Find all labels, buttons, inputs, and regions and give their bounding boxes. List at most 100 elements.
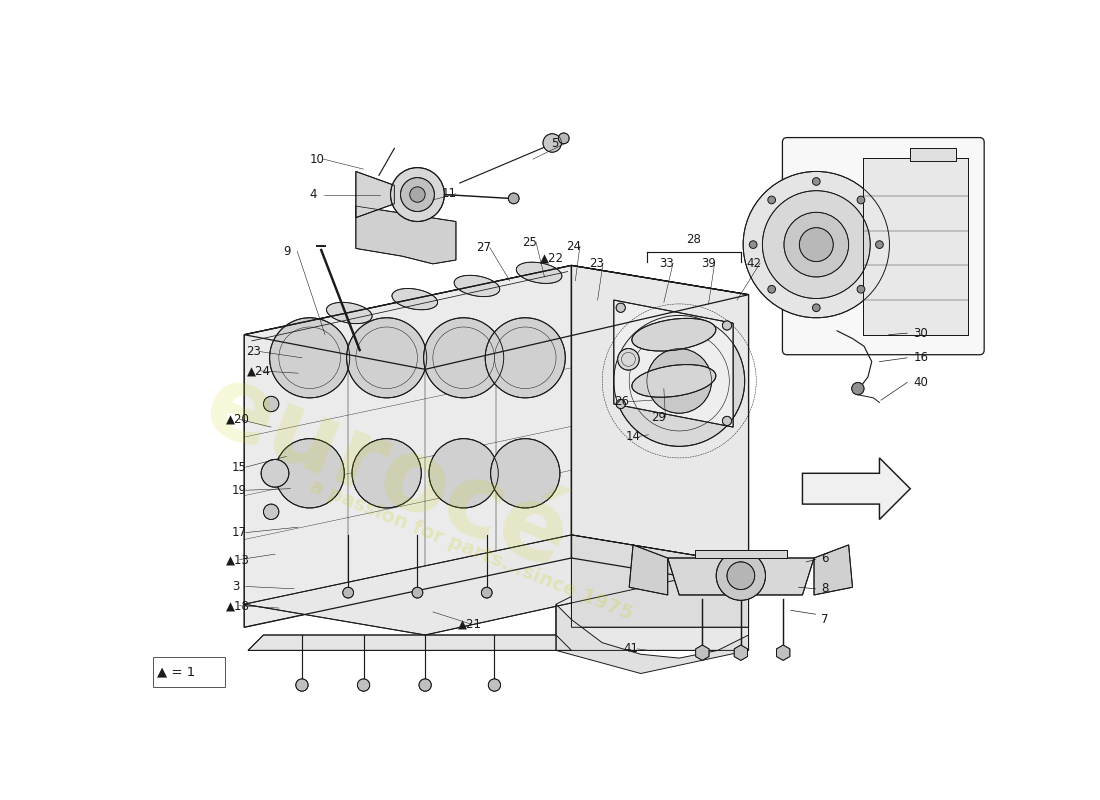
Circle shape (784, 212, 849, 277)
Circle shape (482, 587, 492, 598)
Circle shape (543, 134, 561, 152)
Circle shape (270, 318, 350, 398)
Text: 27: 27 (476, 241, 491, 254)
Polygon shape (356, 206, 455, 264)
Polygon shape (814, 545, 852, 595)
Text: a passion for parts...since 1975: a passion for parts...since 1975 (307, 477, 636, 624)
Circle shape (716, 551, 766, 600)
Circle shape (429, 438, 498, 508)
Polygon shape (629, 545, 668, 595)
Circle shape (813, 178, 821, 186)
Circle shape (275, 438, 344, 508)
Circle shape (488, 679, 501, 691)
Text: 39: 39 (701, 257, 716, 270)
Ellipse shape (631, 318, 716, 351)
Circle shape (358, 679, 370, 691)
Ellipse shape (516, 262, 562, 283)
Circle shape (851, 382, 865, 394)
Text: 30: 30 (913, 326, 928, 340)
Circle shape (485, 318, 565, 398)
Circle shape (261, 459, 289, 487)
Polygon shape (356, 171, 395, 218)
Text: ▲18: ▲18 (226, 599, 250, 612)
Text: ▲ = 1: ▲ = 1 (157, 666, 196, 678)
Circle shape (352, 438, 421, 508)
Text: 42: 42 (746, 257, 761, 270)
Polygon shape (244, 266, 572, 627)
Ellipse shape (631, 365, 716, 398)
Circle shape (390, 168, 444, 222)
Text: 11: 11 (442, 187, 458, 200)
Text: 15: 15 (232, 461, 246, 474)
Text: 29: 29 (651, 410, 667, 423)
Circle shape (264, 504, 278, 519)
FancyBboxPatch shape (782, 138, 984, 354)
Circle shape (424, 318, 504, 398)
Circle shape (723, 321, 732, 330)
Text: ▲24: ▲24 (246, 364, 271, 378)
Polygon shape (572, 266, 749, 587)
Text: ▲22: ▲22 (540, 251, 564, 264)
Polygon shape (803, 458, 911, 519)
Circle shape (857, 286, 865, 293)
Polygon shape (911, 148, 957, 162)
Polygon shape (777, 645, 790, 661)
FancyBboxPatch shape (153, 657, 224, 687)
Text: 3: 3 (232, 580, 240, 593)
Text: 25: 25 (522, 236, 537, 249)
Ellipse shape (454, 275, 499, 297)
Circle shape (857, 196, 865, 204)
Text: ▲13: ▲13 (226, 553, 250, 566)
Text: 19: 19 (232, 484, 246, 497)
Text: 23: 23 (590, 257, 604, 270)
Text: 28: 28 (685, 233, 701, 246)
Polygon shape (614, 300, 733, 427)
Circle shape (800, 228, 834, 262)
Circle shape (559, 133, 569, 144)
Circle shape (343, 587, 353, 598)
Text: 5: 5 (551, 138, 558, 150)
Circle shape (508, 193, 519, 204)
Text: 24: 24 (566, 240, 581, 253)
Polygon shape (734, 645, 748, 661)
Circle shape (491, 438, 560, 508)
Circle shape (744, 171, 890, 318)
Circle shape (614, 315, 745, 446)
Circle shape (876, 241, 883, 249)
Text: 6: 6 (821, 551, 828, 565)
Circle shape (409, 187, 425, 202)
Text: 41: 41 (624, 642, 639, 655)
Text: 40: 40 (913, 376, 928, 389)
Circle shape (723, 416, 732, 426)
Polygon shape (862, 158, 968, 334)
Text: 26: 26 (615, 395, 629, 408)
Polygon shape (695, 645, 710, 661)
Circle shape (749, 241, 757, 249)
Polygon shape (572, 535, 749, 627)
Text: 7: 7 (821, 613, 828, 626)
Polygon shape (668, 558, 814, 595)
Text: 16: 16 (913, 351, 928, 364)
Ellipse shape (392, 289, 438, 310)
Circle shape (264, 396, 278, 412)
Text: eurocé: eurocé (190, 357, 583, 590)
Text: 4: 4 (310, 188, 317, 201)
Circle shape (768, 286, 776, 293)
Circle shape (412, 587, 422, 598)
Circle shape (296, 679, 308, 691)
Text: 23: 23 (246, 345, 262, 358)
Circle shape (768, 196, 776, 204)
Circle shape (813, 304, 821, 312)
Circle shape (647, 349, 712, 414)
Polygon shape (244, 266, 749, 370)
Text: 14: 14 (625, 430, 640, 443)
Text: 10: 10 (310, 153, 324, 166)
Circle shape (400, 178, 434, 211)
Polygon shape (556, 266, 749, 650)
Text: 33: 33 (659, 257, 674, 270)
Circle shape (616, 399, 625, 409)
Text: ▲21: ▲21 (458, 618, 482, 630)
Circle shape (419, 679, 431, 691)
Polygon shape (556, 604, 749, 674)
Circle shape (618, 349, 639, 370)
